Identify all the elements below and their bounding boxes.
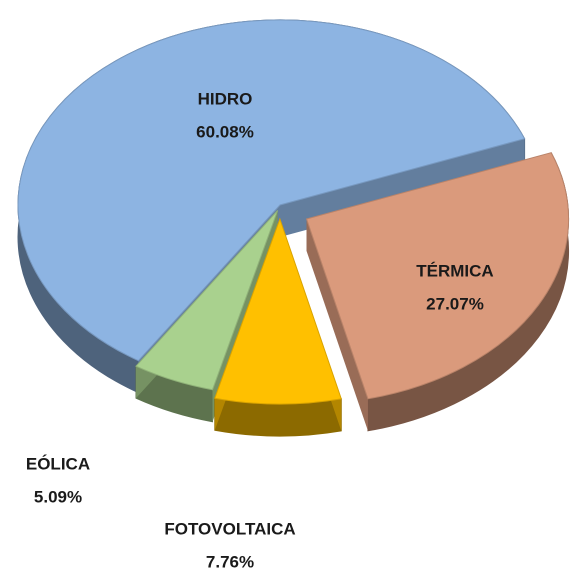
pie-slice — [214, 217, 342, 437]
slice-label: HIDRO — [198, 89, 253, 108]
value-label: 5.09% — [34, 487, 82, 506]
slice-top — [305, 152, 570, 400]
slice-label: EÓLICA — [26, 454, 90, 473]
pie-slice — [305, 152, 570, 432]
slice-side — [306, 218, 368, 431]
slice-top — [135, 210, 279, 391]
value-label: 27.07% — [426, 294, 484, 313]
slice-top — [17, 19, 526, 362]
slice-label: TÉRMICA — [416, 261, 493, 280]
pie-slice — [135, 210, 279, 423]
value-label: 60.08% — [196, 122, 254, 141]
value-label: 7.76% — [206, 552, 254, 569]
slice-top — [214, 217, 342, 405]
slice-label: FOTOVOLTAICA — [164, 519, 295, 538]
